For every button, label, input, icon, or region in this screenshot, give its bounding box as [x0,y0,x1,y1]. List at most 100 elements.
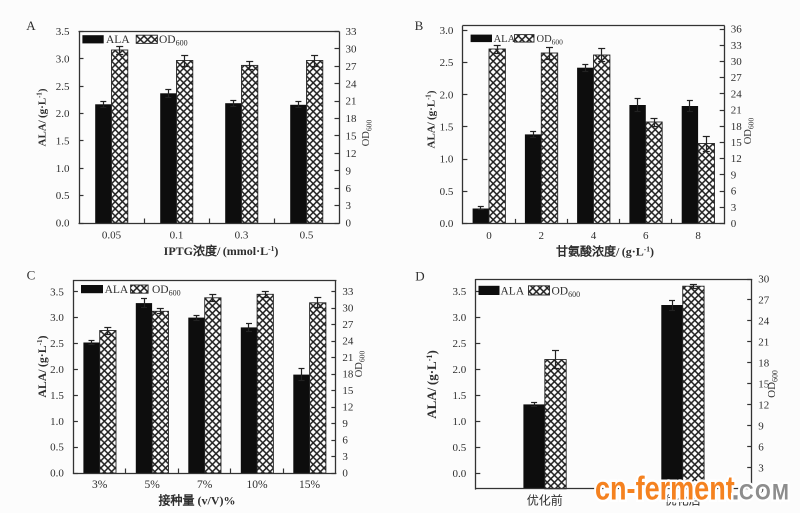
svg-text:3.5: 3.5 [453,286,467,298]
svg-text:D: D [415,269,424,284]
svg-text:27: 27 [758,295,770,307]
svg-text:12: 12 [731,153,742,165]
svg-text:0.0: 0.0 [440,218,454,230]
svg-text:.: . [732,475,740,507]
svg-text:3: 3 [758,462,764,474]
svg-text:优化前: 优化前 [527,493,563,508]
svg-text:9: 9 [731,169,737,181]
svg-text:6: 6 [758,441,764,453]
svg-text:接种量 (v/V)%: 接种量 (v/V)% [159,493,236,508]
svg-text:10%: 10% [247,479,269,491]
svg-text:ALA/ (g·L-1): ALA/ (g·L-1) [37,88,49,146]
svg-text:1.0: 1.0 [56,163,70,175]
svg-text:1.5: 1.5 [50,390,64,402]
svg-text:2.0: 2.0 [50,364,64,376]
svg-text:27: 27 [731,72,743,84]
svg-text:ALA/ (g·L-1): ALA/ (g·L-1) [35,335,49,397]
svg-text:18: 18 [342,369,354,381]
svg-text:0.0: 0.0 [56,218,70,230]
svg-text:3.0: 3.0 [50,312,64,324]
svg-text:3: 3 [731,202,737,214]
svg-text:36: 36 [731,24,743,36]
svg-text:3.0: 3.0 [56,54,70,66]
svg-text:B: B [415,18,424,33]
svg-text:0: 0 [346,218,352,230]
svg-text:18: 18 [346,113,358,125]
svg-text:27: 27 [342,319,354,331]
svg-text:C: C [27,268,36,283]
svg-text:0.0: 0.0 [453,468,467,480]
svg-text:30: 30 [731,56,743,68]
svg-text:0.0: 0.0 [50,468,64,480]
svg-text:0: 0 [731,218,737,230]
svg-text:21: 21 [346,96,357,108]
svg-text:9: 9 [342,418,348,430]
svg-text:OD600: OD600 [354,351,367,378]
svg-text:2.5: 2.5 [453,338,467,350]
svg-text:5%: 5% [145,479,161,491]
svg-text:30: 30 [758,274,770,286]
svg-text:30: 30 [346,44,358,56]
svg-text:0.1: 0.1 [170,230,184,242]
svg-text:12: 12 [758,400,769,412]
svg-text:3%: 3% [92,479,108,491]
svg-text:27: 27 [346,61,358,73]
svg-text:21: 21 [758,337,769,349]
svg-text:9: 9 [758,421,764,433]
svg-text:0.05: 0.05 [102,230,122,242]
svg-text:ALA: ALA [106,34,130,46]
svg-text:cn-ferment: cn-ferment [595,471,735,507]
svg-text:6: 6 [346,183,352,195]
svg-text:24: 24 [758,316,770,328]
svg-text:33: 33 [731,40,743,52]
svg-text:2.5: 2.5 [50,338,64,350]
svg-text:0.5: 0.5 [56,190,70,202]
svg-text:1.5: 1.5 [56,136,70,148]
svg-text:ALA: ALA [501,286,525,298]
svg-text:24: 24 [342,336,354,348]
svg-text:3: 3 [342,451,348,463]
svg-text:15: 15 [346,131,358,143]
svg-text:2.5: 2.5 [440,57,454,69]
svg-text:15: 15 [758,379,770,391]
svg-text:3.0: 3.0 [453,312,467,324]
svg-text:1.0: 1.0 [453,416,467,428]
svg-text:4: 4 [591,230,597,242]
svg-text:3.0: 3.0 [440,25,454,37]
svg-text:OD600: OD600 [361,120,374,147]
svg-text:3: 3 [346,200,352,212]
svg-text:21: 21 [731,105,742,117]
svg-text:12: 12 [346,148,357,160]
svg-text:30: 30 [342,303,354,315]
svg-text:2.0: 2.0 [453,364,467,376]
svg-text:2.0: 2.0 [56,108,70,120]
svg-text:18: 18 [731,121,743,133]
svg-text:6: 6 [731,186,737,198]
svg-text:优化后: 优化后 [665,494,701,508]
svg-text:ALA/ (g·L-1): ALA/ (g·L-1) [426,90,438,148]
svg-text:0.5: 0.5 [300,230,314,242]
svg-text:0: 0 [342,468,348,480]
svg-text:1.5: 1.5 [453,390,467,402]
svg-text:2.0: 2.0 [440,89,454,101]
svg-text:3.5: 3.5 [56,26,70,38]
svg-text:8: 8 [695,230,701,242]
svg-text:2: 2 [539,230,545,242]
svg-text:A: A [26,18,36,33]
svg-text:24: 24 [731,88,743,100]
svg-text:1.0: 1.0 [50,416,64,428]
svg-text:7%: 7% [197,479,213,491]
svg-text:15%: 15% [299,479,321,491]
svg-text:ALA: ALA [105,284,129,296]
svg-text:18: 18 [758,358,770,370]
svg-text:OD600: OD600 [743,118,756,145]
svg-text:甘氨酸浓度/ (g·L-1): 甘氨酸浓度/ (g·L-1) [556,244,654,259]
svg-text:0: 0 [758,483,764,495]
svg-text:12: 12 [342,402,353,414]
svg-text:6: 6 [342,435,348,447]
svg-text:OD600: OD600 [537,34,564,47]
svg-text:0.5: 0.5 [453,442,467,454]
svg-text:ALA/ (g·L-1): ALA/ (g·L-1) [424,350,439,419]
svg-text:24: 24 [346,78,358,90]
svg-text:6: 6 [643,230,649,242]
